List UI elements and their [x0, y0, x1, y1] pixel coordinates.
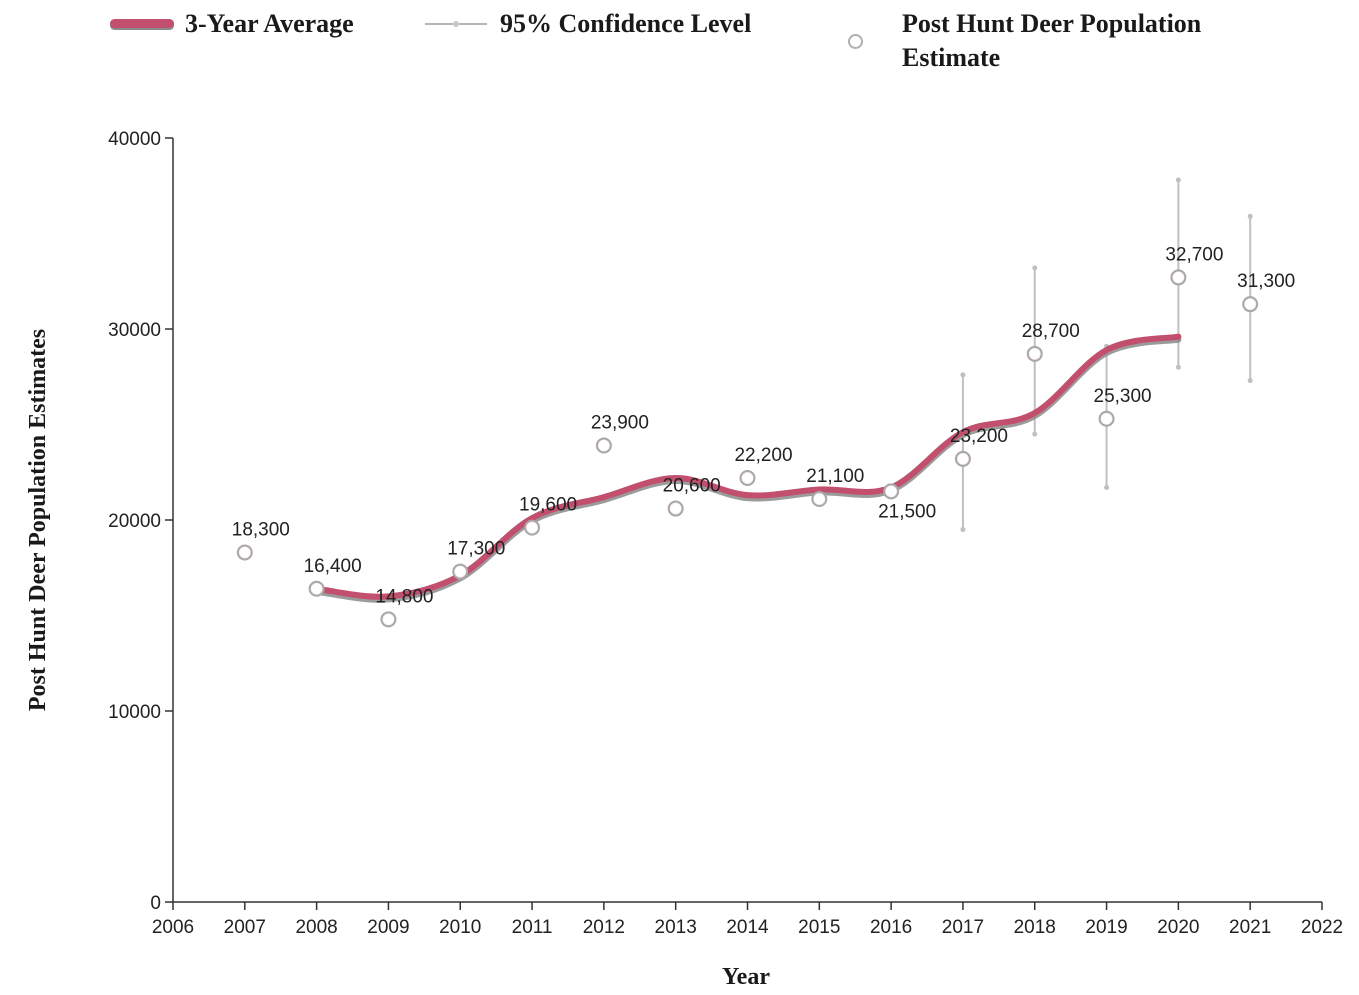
average-line-layer	[313, 333, 1182, 603]
estimate-point-2018	[1026, 345, 1043, 362]
data-label-2020: 32,700	[1165, 244, 1223, 265]
estimate-point-2009	[380, 611, 397, 628]
estimate-point-2019	[1098, 410, 1115, 427]
data-label-2018: 28,700	[1022, 321, 1080, 342]
x-tick-label-2022: 2022	[1301, 917, 1343, 938]
data-label-2014: 22,200	[734, 445, 792, 466]
estimate-point-2016	[883, 483, 900, 500]
data-label-2009: 14,800	[375, 586, 433, 607]
x-tick-label-2011: 2011	[512, 917, 553, 938]
y-tick-label-40000: 40000	[108, 129, 161, 150]
data-label-2011: 19,600	[519, 495, 577, 516]
estimate-point-2017	[954, 450, 971, 467]
estimate-point-2015	[811, 490, 828, 507]
ci-cap-high-2021	[1247, 213, 1253, 219]
data-label-2008: 16,400	[304, 556, 362, 577]
data-label-2012: 23,900	[591, 413, 649, 434]
data-label-2017: 23,200	[950, 426, 1008, 447]
legend-label-3yr-average: 3-Year Average	[185, 9, 354, 38]
x-tick-label-2010: 2010	[439, 917, 481, 938]
ci-cap-high-2017	[960, 372, 966, 378]
x-axis-title: Year	[722, 964, 770, 990]
x-tick-label-2009: 2009	[367, 917, 409, 938]
estimate-point-2013	[667, 500, 684, 517]
x-tick-label-2012: 2012	[583, 917, 625, 938]
estimate-points	[236, 269, 1259, 628]
ci-cap-low-2021	[1247, 378, 1253, 384]
x-tick-label-2007: 2007	[224, 917, 266, 938]
axes: 0 10000 20000 30000 40000 2006 2007 2008 2009 201…	[108, 129, 1343, 938]
ci-cap-low-2019	[1104, 485, 1110, 491]
legend-label-confidence: 95% Confidence Level	[500, 9, 752, 38]
estimate-point-2010	[452, 563, 469, 580]
ci-cap-high-2020	[1175, 177, 1181, 183]
data-label-2013: 20,600	[663, 476, 721, 497]
estimate-point-2021	[1242, 296, 1259, 313]
estimate-point-2008	[308, 580, 325, 597]
y-tick-label-30000: 30000	[108, 320, 161, 341]
chart-legend: 3-Year Average 95% Confidence Level Post…	[0, 0, 1359, 90]
legend-swatch-estimate	[848, 34, 863, 49]
ci-cap-low-2018	[1032, 431, 1038, 437]
estimate-point-2011	[524, 519, 541, 536]
x-tick-label-2006: 2006	[152, 917, 194, 938]
x-tick-label-2019: 2019	[1085, 917, 1127, 938]
data-label-2019: 25,300	[1094, 386, 1152, 407]
ci-cap-low-2017	[960, 527, 966, 533]
ci-cap-low-2020	[1175, 364, 1181, 370]
y-axis-title: Post Hunt Deer Population Estimates	[25, 329, 51, 711]
data-labels: 18,300 16,400 14,800 17,300 19,600 23,900 20,6…	[232, 244, 1296, 607]
x-tick-label-2008: 2008	[295, 917, 337, 938]
x-tick-label-2020: 2020	[1157, 917, 1199, 938]
x-tick-label-2016: 2016	[870, 917, 912, 938]
legend-swatch-3yr-average	[110, 19, 174, 28]
data-label-2016: 21,500	[878, 501, 936, 522]
x-tick-label-2017: 2017	[942, 917, 984, 938]
estimate-point-2012	[595, 437, 612, 454]
data-label-2015: 21,100	[806, 466, 864, 487]
legend-swatch-confidence-dot	[453, 21, 459, 27]
y-tick-label-0: 0	[150, 893, 161, 914]
legend-label-estimate-line1: Post Hunt Deer Population	[902, 9, 1202, 38]
estimate-point-2020	[1170, 269, 1187, 286]
y-tick-label-10000: 10000	[108, 702, 161, 723]
legend-label-estimate-line2: Estimate	[902, 43, 1001, 72]
x-tick-label-2014: 2014	[726, 917, 769, 938]
x-tick-label-2015: 2015	[798, 917, 840, 938]
x-tick-label-2018: 2018	[1014, 917, 1056, 938]
x-tick-label-2013: 2013	[655, 917, 697, 938]
x-tick-label-2021: 2021	[1229, 917, 1271, 938]
y-tick-label-20000: 20000	[108, 511, 161, 532]
estimate-point-2007	[236, 544, 253, 561]
data-label-2021: 31,300	[1237, 271, 1295, 292]
estimate-point-2014	[739, 469, 756, 486]
data-label-2007: 18,300	[232, 519, 290, 540]
average-line	[313, 333, 1182, 600]
data-label-2010: 17,300	[447, 539, 505, 560]
ci-cap-high-2018	[1032, 265, 1038, 271]
average-line-shadow	[313, 336, 1182, 603]
